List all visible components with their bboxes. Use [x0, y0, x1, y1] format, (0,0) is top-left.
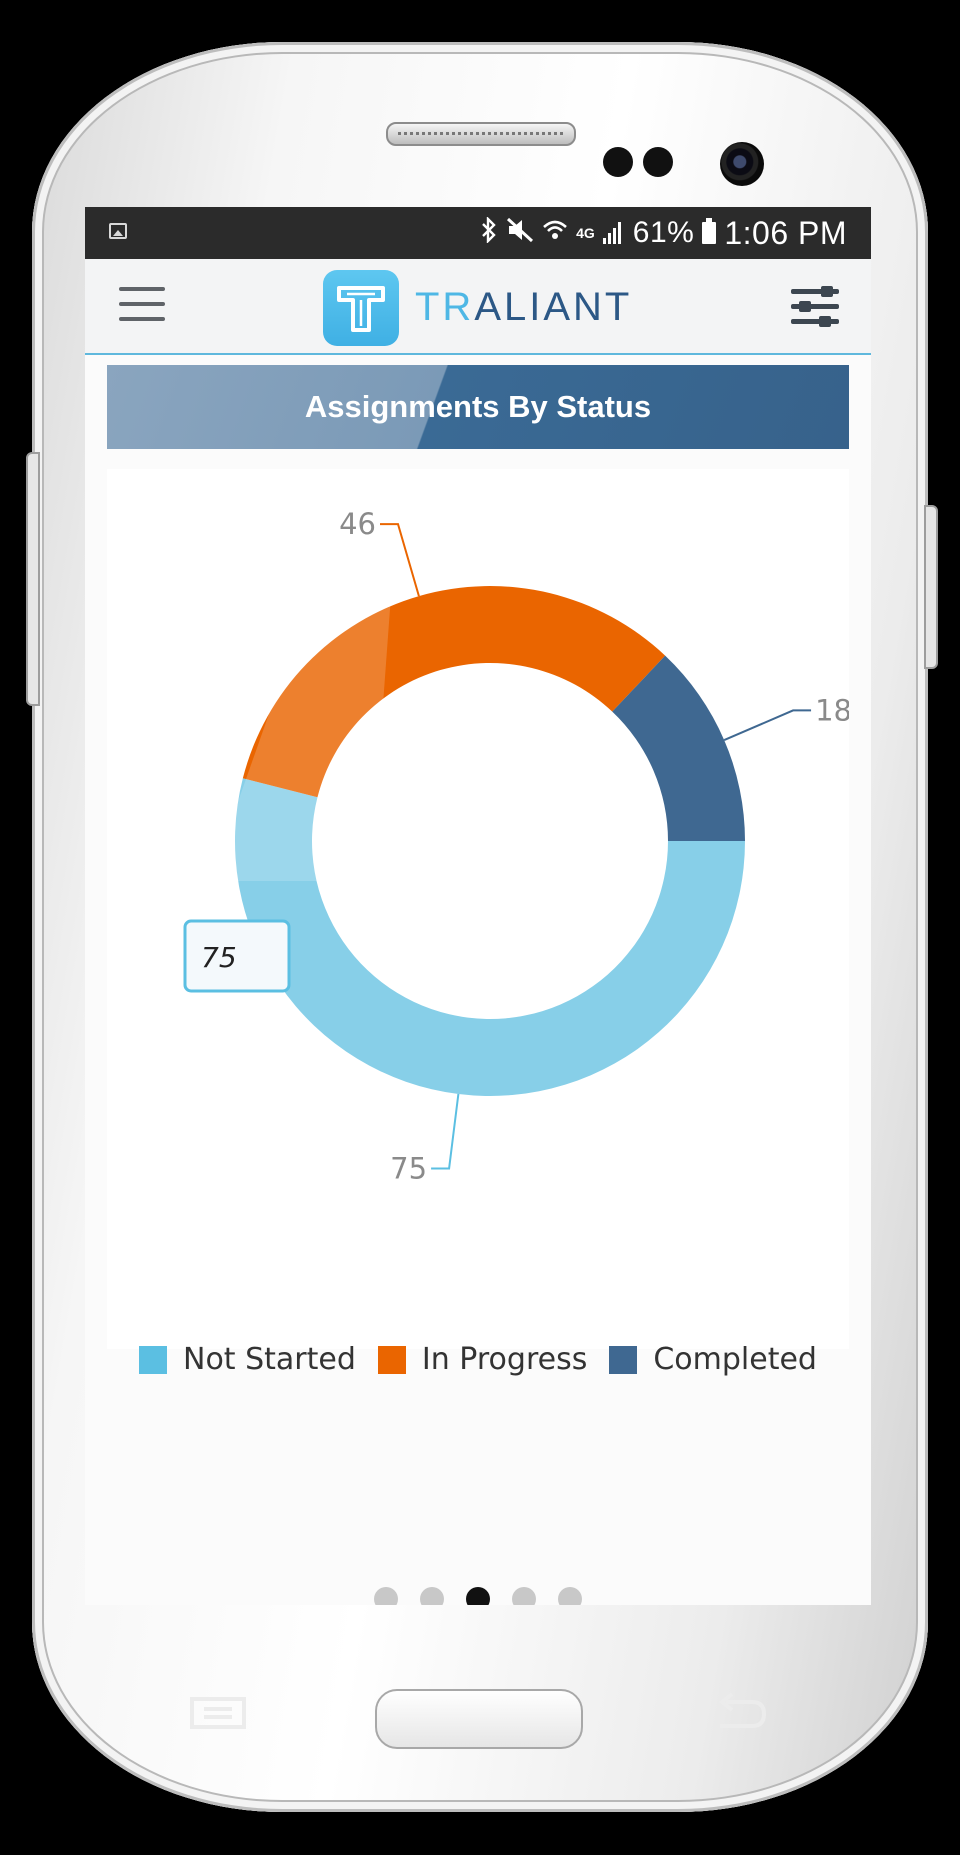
battery-percentage: 61% — [632, 216, 695, 249]
network-type: 4G — [576, 225, 595, 241]
proximity-sensor — [603, 147, 633, 177]
donut-slice-not-started[interactable] — [235, 778, 745, 1096]
leader-line — [380, 523, 420, 597]
traliant-wordmark: TRALIANT — [415, 279, 632, 335]
logo-prefix: TR — [415, 285, 475, 329]
chart-header: Assignments By Status — [107, 365, 849, 449]
legend-swatch — [609, 1345, 638, 1374]
front-camera — [720, 142, 764, 186]
page-dot[interactable] — [558, 1587, 582, 1605]
back-key-icon[interactable] — [712, 1692, 768, 1732]
hamburger-icon[interactable] — [119, 287, 165, 323]
leader-line — [723, 709, 812, 742]
page-dot[interactable] — [512, 1587, 536, 1605]
menu-key-icon[interactable] — [190, 1697, 246, 1729]
logo-suffix: ALIANT — [474, 285, 633, 329]
donut-slice-in-progress[interactable] — [242, 586, 666, 798]
mute-icon — [506, 217, 534, 250]
battery-icon — [702, 218, 717, 244]
page-dot-active[interactable] — [466, 1587, 490, 1605]
page-dot[interactable] — [374, 1587, 398, 1605]
signal-icon — [602, 222, 625, 244]
page-dot[interactable] — [420, 1587, 444, 1605]
traliant-logo-icon — [323, 270, 399, 346]
donut-slice-completed[interactable] — [612, 655, 745, 841]
bluetooth-icon — [480, 215, 498, 250]
earpiece-speaker — [386, 122, 576, 146]
legend-label: Not Started — [183, 1342, 356, 1377]
image-icon — [109, 223, 127, 239]
data-label-in-progress: 46 — [339, 507, 376, 541]
volume-button — [26, 452, 40, 706]
legend-swatch — [377, 1345, 406, 1374]
legend-swatch — [139, 1345, 168, 1374]
gloss-highlight — [210, 541, 395, 881]
chart-area: 75 46 18 75 — [107, 469, 852, 1349]
legend-item-not-started[interactable]: Not Started — [139, 1342, 356, 1377]
app-bar: TRALIANT — [85, 259, 871, 355]
data-label-not-started: 75 — [390, 1151, 427, 1185]
legend-label: Completed — [653, 1342, 817, 1377]
status-bar: 4G 61% 1:06 PM — [85, 207, 871, 259]
sliders-icon[interactable] — [791, 286, 839, 327]
wifi-icon — [542, 218, 568, 249]
clock: 1:06 PM — [724, 214, 847, 251]
legend-item-in-progress[interactable]: In Progress — [377, 1342, 588, 1377]
legend-item-completed[interactable]: Completed — [609, 1342, 817, 1377]
page-indicator — [85, 1587, 871, 1605]
chart-legend: Not Started In Progress Completed — [85, 1342, 871, 1377]
leader-line — [431, 1093, 460, 1170]
data-label-completed: 18 — [815, 693, 849, 727]
home-button[interactable] — [375, 1689, 583, 1749]
screen: 4G 61% 1:06 PM TRALIANT — [85, 207, 871, 1605]
donut-chart[interactable]: 75 46 18 75 — [107, 469, 852, 1349]
chart-title: Assignments By Status — [304, 389, 652, 424]
chart-tooltip: 75 — [183, 919, 291, 993]
light-sensor — [643, 147, 673, 177]
legend-label: In Progress — [421, 1342, 588, 1377]
tooltip-value: 75 — [201, 941, 237, 974]
power-button — [924, 505, 938, 669]
